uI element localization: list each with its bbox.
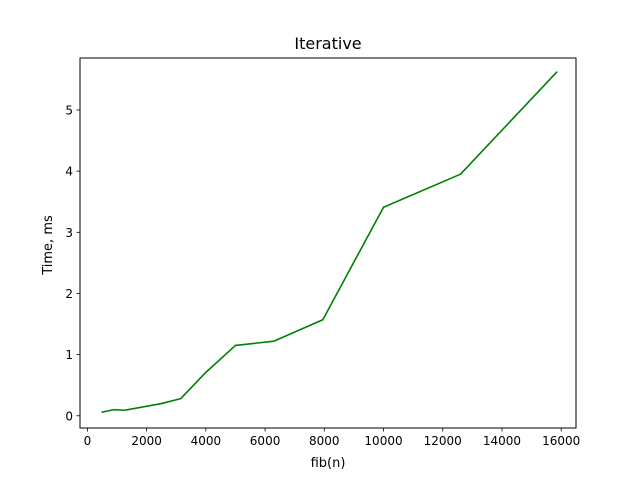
x-tick-label: 12000 xyxy=(424,434,462,448)
x-axis-ticks: 0 2000 4000 6000 8000 10000 12000 14000 16000 xyxy=(84,428,580,448)
data-point xyxy=(123,409,126,412)
series-layer xyxy=(101,71,558,413)
x-tick-label: 2000 xyxy=(131,434,162,448)
x-tick-label: 10000 xyxy=(364,434,402,448)
x-tick-label: 16000 xyxy=(542,434,580,448)
data-point xyxy=(322,318,324,321)
y-tick-label: 1 xyxy=(65,348,73,362)
y-axis-ticks: 0 1 2 3 4 5 xyxy=(65,103,80,423)
x-tick-label: 14000 xyxy=(483,434,521,448)
data-point xyxy=(382,206,385,209)
x-tick-label: 0 xyxy=(84,434,92,448)
x-tick-label: 4000 xyxy=(191,434,222,448)
y-tick-label: 3 xyxy=(65,226,73,240)
data-point xyxy=(179,397,182,400)
plot-area-frame xyxy=(79,57,577,429)
x-tick-label: 8000 xyxy=(309,434,340,448)
series-line xyxy=(102,71,558,413)
data-point xyxy=(273,340,275,342)
data-point xyxy=(205,371,207,374)
data-point xyxy=(101,411,104,413)
x-tick-label: 6000 xyxy=(250,434,281,448)
data-point xyxy=(555,71,558,73)
y-tick-label: 2 xyxy=(65,287,73,301)
data-point xyxy=(234,344,237,347)
x-axis-label: fib(n) xyxy=(311,456,346,471)
data-point xyxy=(459,173,462,175)
y-axis-label: Time, ms xyxy=(41,215,56,276)
y-tick-label: 5 xyxy=(65,103,73,117)
y-tick-label: 0 xyxy=(65,409,73,423)
data-point xyxy=(160,402,163,405)
chart-title: Iterative xyxy=(294,34,361,53)
data-point xyxy=(113,408,115,411)
y-tick-label: 4 xyxy=(65,165,73,179)
